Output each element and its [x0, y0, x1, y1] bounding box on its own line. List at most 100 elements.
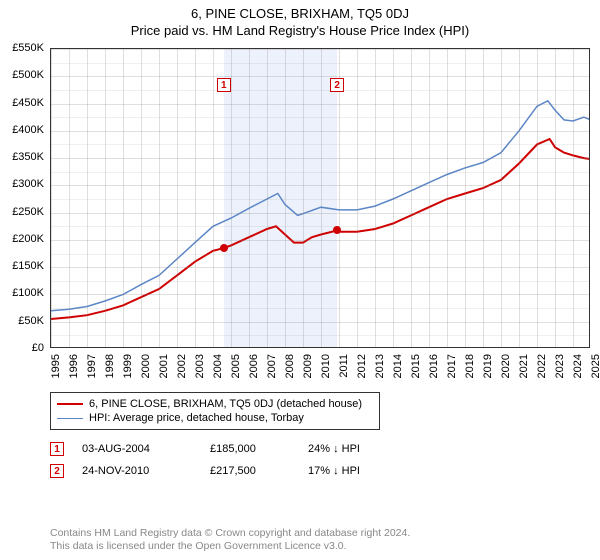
gridline-v	[339, 49, 340, 347]
gridline-h-minor	[51, 308, 589, 309]
gridline-v	[519, 49, 520, 347]
y-tick-label: £400K	[0, 124, 44, 136]
legend-swatch-hpi	[57, 418, 83, 419]
gridline-v	[249, 49, 250, 347]
gridline-v	[177, 49, 178, 347]
x-tick-label: 2023	[554, 354, 566, 378]
gridline-h	[51, 76, 589, 77]
gridline-v	[465, 49, 466, 347]
gridline-v	[267, 49, 268, 347]
gridline-v	[69, 49, 70, 347]
legend-label-hpi: HPI: Average price, detached house, Torb…	[89, 412, 304, 424]
x-tick-label: 2013	[374, 354, 386, 378]
gridline-v	[195, 49, 196, 347]
gridline-v	[213, 49, 214, 347]
price-marker-2: 2	[330, 78, 344, 92]
y-tick-label: £100K	[0, 287, 44, 299]
y-tick-label: £200K	[0, 233, 44, 245]
x-tick-label: 2009	[302, 354, 314, 378]
x-tick-label: 2003	[194, 354, 206, 378]
x-tick-label: 2004	[212, 354, 224, 378]
gridline-v	[429, 49, 430, 347]
gridline-h-minor	[51, 335, 589, 336]
sale-marker-2: 2	[50, 464, 64, 478]
gridline-h-minor	[51, 199, 589, 200]
x-tick-label: 2021	[518, 354, 530, 378]
sale-dot-1	[220, 244, 228, 252]
gridline-h-minor	[51, 117, 589, 118]
gridline-v	[555, 49, 556, 347]
gridline-h	[51, 104, 589, 105]
gridline-v	[501, 49, 502, 347]
x-tick-label: 2016	[428, 354, 440, 378]
sales-table: 1 03-AUG-2004 £185,000 24% ↓ HPI 2 24-NO…	[50, 438, 590, 482]
legend-label-property: 6, PINE CLOSE, BRIXHAM, TQ5 0DJ (detache…	[89, 398, 362, 410]
x-tick-label: 1998	[104, 354, 116, 378]
gridline-v	[411, 49, 412, 347]
legend-item-hpi: HPI: Average price, detached house, Torb…	[57, 411, 373, 425]
gridline-h-minor	[51, 90, 589, 91]
gridline-h	[51, 322, 589, 323]
x-tick-label: 2005	[230, 354, 242, 378]
gridline-v	[537, 49, 538, 347]
x-tick-label: 2011	[338, 354, 350, 378]
y-tick-label: £300K	[0, 178, 44, 190]
x-tick-label: 1995	[50, 354, 62, 378]
plot-area: 12	[50, 48, 590, 348]
x-tick-label: 2019	[482, 354, 494, 378]
x-tick-label: 2022	[536, 354, 548, 378]
gridline-v	[123, 49, 124, 347]
gridline-v	[303, 49, 304, 347]
sale-marker-1: 1	[50, 442, 64, 456]
x-tick-label: 2025	[590, 354, 600, 378]
y-tick-label: £50K	[0, 315, 44, 327]
sale-hpi-1: 24% ↓ HPI	[308, 443, 398, 455]
legend: 6, PINE CLOSE, BRIXHAM, TQ5 0DJ (detache…	[50, 392, 380, 430]
gridline-h-minor	[51, 63, 589, 64]
sale-price-2: £217,500	[210, 465, 290, 477]
x-tick-label: 2020	[500, 354, 512, 378]
gridline-v	[231, 49, 232, 347]
x-tick-label: 2001	[158, 354, 170, 378]
gridline-h	[51, 131, 589, 132]
y-tick-label: £500K	[0, 69, 44, 81]
x-tick-label: 2006	[248, 354, 260, 378]
x-tick-label: 2015	[410, 354, 422, 378]
x-tick-label: 1997	[86, 354, 98, 378]
gridline-h-minor	[51, 144, 589, 145]
gridline-v	[321, 49, 322, 347]
x-tick-label: 2024	[572, 354, 584, 378]
x-tick-label: 1996	[68, 354, 80, 378]
x-tick-label: 2002	[176, 354, 188, 378]
gridline-h	[51, 240, 589, 241]
gridline-v	[483, 49, 484, 347]
y-tick-label: £550K	[0, 42, 44, 54]
gridline-h-minor	[51, 226, 589, 227]
gridline-h	[51, 267, 589, 268]
price-marker-1: 1	[217, 78, 231, 92]
x-tick-label: 2000	[140, 354, 152, 378]
sale-price-1: £185,000	[210, 443, 290, 455]
gridline-v	[573, 49, 574, 347]
sale-date-2: 24-NOV-2010	[82, 465, 192, 477]
gridline-v	[159, 49, 160, 347]
chart-area: 12 £0£50K£100K£150K£200K£250K£300K£350K£…	[50, 48, 590, 378]
y-tick-label: £0	[0, 342, 44, 354]
x-tick-label: 2007	[266, 354, 278, 378]
gridline-v	[87, 49, 88, 347]
x-tick-label: 2017	[446, 354, 458, 378]
gridline-v	[285, 49, 286, 347]
sale-date-1: 03-AUG-2004	[82, 443, 192, 455]
gridline-h-minor	[51, 281, 589, 282]
gridline-h	[51, 185, 589, 186]
footer-line-1: Contains HM Land Registry data © Crown c…	[50, 527, 590, 541]
footer: Contains HM Land Registry data © Crown c…	[50, 527, 590, 554]
gridline-h	[51, 49, 589, 50]
gridline-v	[447, 49, 448, 347]
gridline-h	[51, 213, 589, 214]
x-tick-label: 2010	[320, 354, 332, 378]
y-tick-label: £250K	[0, 206, 44, 218]
legend-swatch-property	[57, 403, 83, 405]
y-tick-label: £450K	[0, 97, 44, 109]
chart-subtitle: Price paid vs. HM Land Registry's House …	[0, 21, 600, 44]
